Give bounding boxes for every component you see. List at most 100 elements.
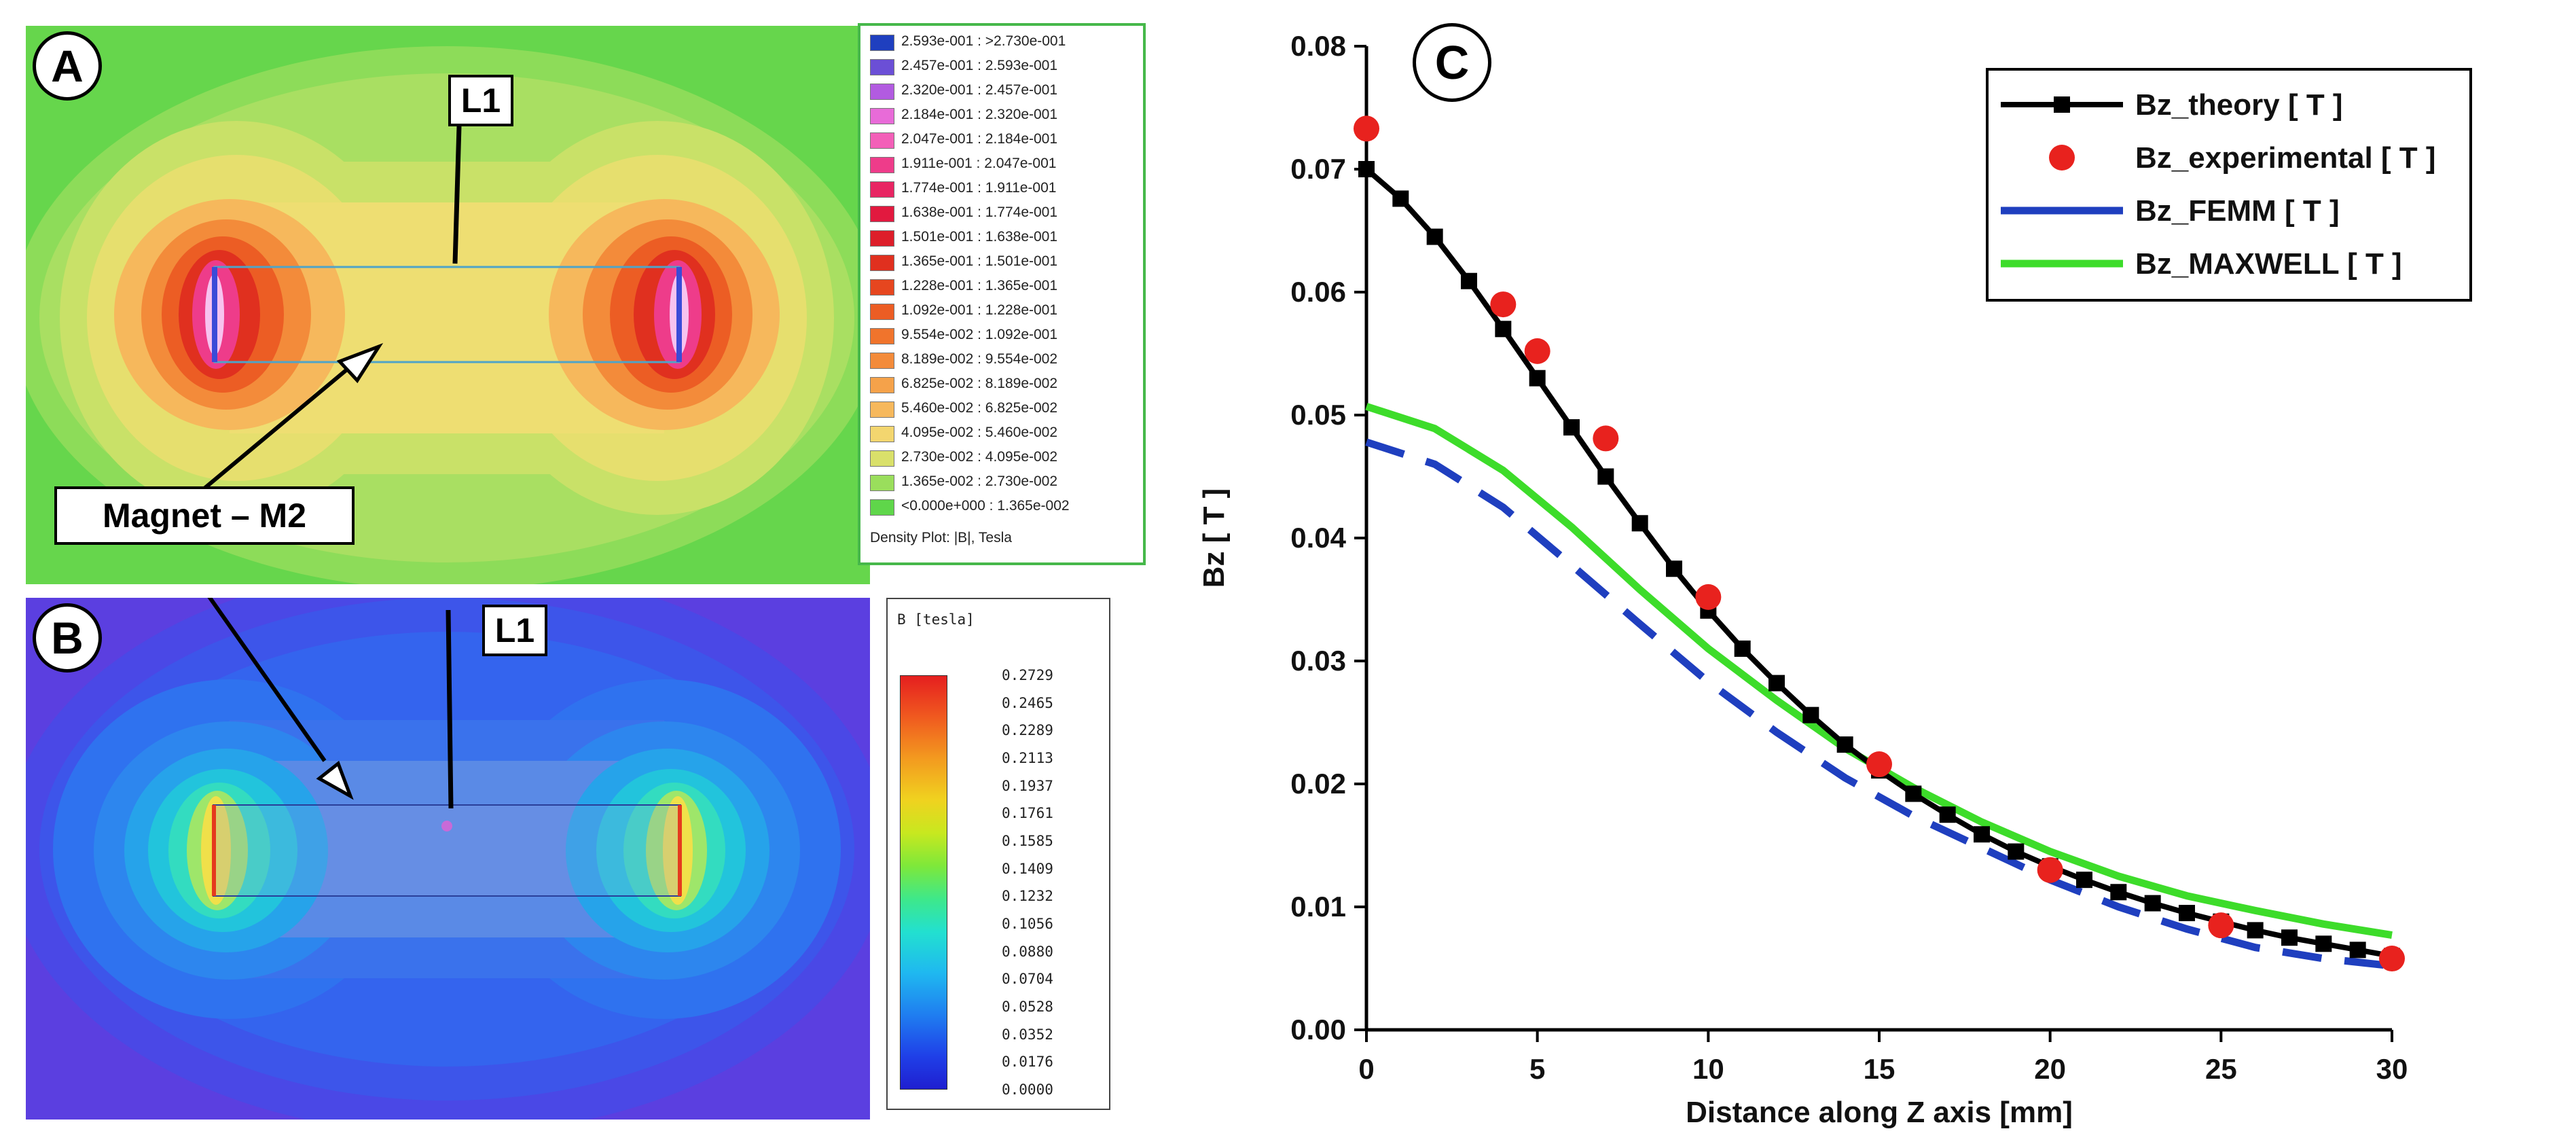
legend-b-tick-label: 0.2113 (1002, 750, 1053, 766)
theory-point (1734, 640, 1751, 657)
legend-b-tick-label: 0.2289 (1002, 722, 1053, 739)
legend-a-swatch (870, 279, 894, 296)
magnet-pole-left-a (212, 267, 217, 362)
legend-a-swatch (870, 59, 894, 75)
y-tick-label: 0.07 (1290, 153, 1346, 185)
legend-a-entry: 2.730e-002 : 4.095e-002 (867, 447, 1139, 469)
legend-a-entry: 2.184e-001 : 2.320e-001 (867, 105, 1139, 126)
legend-b-tick-label: 0.1409 (1002, 860, 1053, 877)
theory-point (1597, 468, 1614, 485)
theory-point (1495, 321, 1512, 338)
legend-b-tick-label: 0.0704 (1002, 971, 1053, 988)
theory-point (2281, 929, 2298, 946)
legend-a-swatch (870, 450, 894, 467)
legend-a-entry: 9.554e-002 : 1.092e-001 (867, 325, 1139, 346)
theory-point (1666, 560, 1682, 577)
legend-a-range-label: 2.320e-001 : 2.457e-001 (901, 82, 1058, 98)
panel-b-maxwell-plot: B L1 (26, 598, 870, 1120)
label-b-badge: B (33, 603, 102, 673)
legend-a-swatch (870, 499, 894, 516)
experimental-point (1695, 584, 1722, 610)
panel-a-color-legend: 2.593e-001 : >2.730e-001 2.457e-001 : 2.5… (858, 23, 1146, 565)
legend-a-entry: 1.365e-002 : 2.730e-002 (867, 471, 1139, 493)
arrow-to-magnet-b (207, 598, 327, 762)
legend-a-entry: 1.774e-001 : 1.911e-001 (867, 178, 1139, 200)
theory-point (1529, 370, 1546, 387)
legend-marker-theory (2054, 96, 2070, 113)
legend-b-tick-label: 0.1937 (1002, 777, 1053, 794)
label-a: A (51, 41, 84, 91)
x-tick-label: 30 (2376, 1053, 2408, 1085)
x-tick-label: 5 (1529, 1053, 1545, 1085)
legend-a-range-label: 5.460e-002 : 6.825e-002 (901, 400, 1058, 416)
legend-b-tick-label: 0.1761 (1002, 805, 1053, 822)
legend-b-tick-label: 0.2729 (1002, 667, 1053, 683)
center-marker-b (441, 821, 452, 831)
panel-a-field-map (26, 26, 870, 584)
legend-a-entry: <0.000e+000 : 1.365e-002 (867, 496, 1139, 518)
experimental-point (2037, 857, 2063, 883)
theory-point (1768, 675, 1785, 692)
legend-a-entry: 8.189e-002 : 9.554e-002 (867, 349, 1139, 371)
legend-a-range-label: 1.911e-001 : 2.047e-001 (901, 156, 1057, 171)
legend-a-range-label: 1.365e-002 : 2.730e-002 (901, 473, 1058, 489)
chart-legend: Bz_theory [ T ] Bz_experimental [ T ] Bz_F… (1986, 68, 2472, 302)
legend-a-swatch (870, 255, 894, 271)
magnet-pole-right-b (678, 805, 682, 896)
legend-a-swatch (870, 157, 894, 173)
l1-label-a: L1 (448, 75, 513, 126)
legend-label: Bz_FEMM [ T ] (2135, 194, 2340, 228)
arrowhead-a (336, 342, 384, 384)
experimental-point (1524, 338, 1550, 364)
y-tick-label: 0.01 (1290, 891, 1346, 923)
legend-a-swatch (870, 401, 894, 418)
legend-b-tick-label: 0.1056 (1002, 916, 1053, 932)
theory-point (1939, 806, 1956, 823)
theory-point (1802, 706, 1819, 723)
legend-a-entry: 1.638e-001 : 1.774e-001 (867, 202, 1139, 224)
legend-a-range-label: 4.095e-002 : 5.460e-002 (901, 425, 1058, 440)
legend-b-tick-label: 0.0176 (1002, 1054, 1053, 1071)
experimental-point (1490, 291, 1517, 318)
theory-point (1905, 785, 1922, 802)
arrowhead-b (316, 760, 354, 800)
experimental-point (2379, 946, 2405, 972)
x-tick-label: 0 (1358, 1053, 1374, 1085)
y-tick-label: 0.03 (1290, 645, 1346, 677)
legend-a-swatch (870, 206, 894, 222)
legend-b-tick-label: 0.0000 (1002, 1081, 1053, 1098)
magnet-pole-left-b (212, 805, 216, 896)
legend-b-title: B [tesla] (897, 611, 975, 628)
theory-point (2315, 935, 2332, 952)
label-a-badge: A (33, 31, 102, 101)
legend-a-range-label: 1.365e-001 : 1.501e-001 (901, 253, 1058, 269)
legend-a-range-label: 2.457e-001 : 2.593e-001 (901, 58, 1058, 73)
line-l1-a (452, 126, 462, 264)
legend-a-swatch (870, 328, 894, 344)
legend-b-tick-label: 0.0528 (1002, 999, 1053, 1015)
theory-point (1426, 228, 1443, 245)
chart-series (1354, 115, 2405, 972)
legend-a-range-label: 1.774e-001 : 1.911e-001 (901, 180, 1057, 196)
legend-a-range-label: 1.638e-001 : 1.774e-001 (901, 204, 1058, 220)
y-axis-label: Bz [ T ] (1197, 488, 1231, 588)
legend-label: Bz_experimental [ T ] (2135, 141, 2436, 175)
theory-point (1461, 272, 1477, 289)
legend-b-colorbar (900, 675, 947, 1090)
legend-a-caption: Density Plot: |B|, Tesla (870, 530, 1012, 545)
l1-label-b: L1 (482, 605, 547, 656)
magnet-label: Magnet – M2 (54, 486, 355, 545)
panel-c-chart: 0.00 0.01 0.02 0.03 0.04 0.05 0.06 0.07 0.08 0 5 10… (1197, 30, 2472, 1129)
legend-a-entry: 4.095e-002 : 5.460e-002 (867, 423, 1139, 444)
experimental-point (1866, 751, 1892, 778)
magnet-pole-right-a (676, 267, 682, 362)
panel-b-color-legend: B [tesla] 0.2729 0.2465 0.2289 0.2113 0.1937… (886, 598, 1110, 1110)
magnet-outline-b (213, 804, 681, 897)
legend-a-entry: 6.825e-002 : 8.189e-002 (867, 374, 1139, 395)
theory-point (1631, 515, 1648, 532)
legend-a-swatch (870, 475, 894, 491)
theory-point (1563, 419, 1580, 436)
legend-a-range-label: 1.092e-001 : 1.228e-001 (901, 302, 1058, 318)
arrow-to-magnet-a (187, 363, 353, 503)
experimental-point (2208, 912, 2234, 939)
